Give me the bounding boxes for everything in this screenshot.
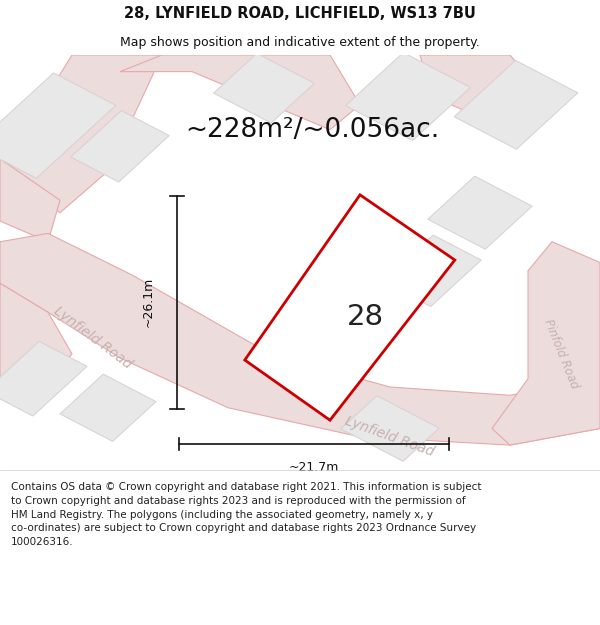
Text: Map shows position and indicative extent of the property.: Map shows position and indicative extent…: [120, 36, 480, 49]
Text: ~21.7m: ~21.7m: [289, 461, 339, 474]
Polygon shape: [0, 341, 87, 416]
Polygon shape: [214, 53, 314, 123]
Text: 28: 28: [347, 303, 384, 331]
Polygon shape: [0, 73, 116, 178]
Polygon shape: [120, 55, 360, 130]
Text: Lynfield Road: Lynfield Road: [52, 303, 134, 371]
Text: ~26.1m: ~26.1m: [142, 278, 155, 328]
Polygon shape: [420, 55, 552, 138]
Text: ~228m²/~0.056ac.: ~228m²/~0.056ac.: [185, 117, 439, 142]
Polygon shape: [341, 396, 439, 461]
Polygon shape: [0, 55, 162, 212]
Text: 28, LYNFIELD ROAD, LICHFIELD, WS13 7BU: 28, LYNFIELD ROAD, LICHFIELD, WS13 7BU: [124, 6, 476, 21]
Polygon shape: [0, 234, 600, 445]
Text: Pinfold Road: Pinfold Road: [541, 317, 581, 391]
Text: Contains OS data © Crown copyright and database right 2021. This information is : Contains OS data © Crown copyright and d…: [11, 482, 481, 547]
Polygon shape: [0, 159, 60, 242]
Polygon shape: [346, 52, 470, 141]
Polygon shape: [383, 235, 481, 306]
Polygon shape: [492, 242, 600, 445]
Polygon shape: [428, 176, 532, 249]
Polygon shape: [454, 61, 578, 149]
Polygon shape: [245, 195, 455, 420]
Polygon shape: [60, 374, 156, 441]
Polygon shape: [71, 111, 169, 182]
Polygon shape: [0, 283, 72, 395]
Text: Lynfield Road: Lynfield Road: [343, 414, 437, 459]
